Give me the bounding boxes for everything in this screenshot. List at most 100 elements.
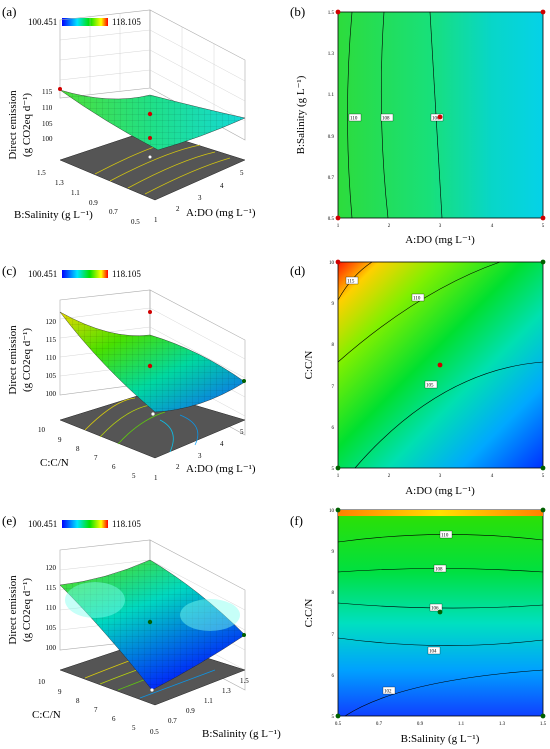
x-tick-c-1: 2 <box>176 463 180 471</box>
y-label-c: C:C/N <box>40 457 69 469</box>
x-tick-c-2: 3 <box>198 452 202 460</box>
y-tick-f-2: 7 <box>332 633 335 638</box>
z-label-c: Direct emission <box>7 325 19 395</box>
contour-label-d-0: 115 <box>347 280 355 285</box>
contour-label-d-2: 105 <box>426 384 434 389</box>
colorbar-a <box>62 18 108 26</box>
y-tick-a-0: 0.5 <box>131 218 140 226</box>
panel-e: (e) 100.451 118.105 100 105 110 115 <box>2 513 281 740</box>
y-tick-f-1: 6 <box>332 674 335 679</box>
x-tick-f-5: 1.5 <box>540 722 547 727</box>
z-label-e-2: (g CO2eq d⁻¹) <box>21 578 33 642</box>
y-tick-d-2: 7 <box>332 385 335 390</box>
y-tick-f-4: 9 <box>332 550 335 555</box>
x-label-d: A:DO (mg L⁻¹) <box>405 485 475 497</box>
y-tick-b-3: 1.1 <box>328 93 335 98</box>
y-tick-c-5: 10 <box>38 426 46 434</box>
panel-label-c: (c) <box>2 263 16 278</box>
panel-b: (b) 110 108 106 0.5 0.7 0.9 1.1 1.3 1.5 <box>290 4 546 246</box>
x-label-a: A:DO (mg L⁻¹) <box>186 207 256 219</box>
colorbar-max-a: 118.105 <box>112 17 141 27</box>
x-tick-d-3: 4 <box>491 474 494 479</box>
contour-line-d-2 <box>354 361 544 469</box>
x-label-c: A:DO (mg L⁻¹) <box>186 463 256 475</box>
colorbar-min-a: 100.451 <box>28 17 57 27</box>
contour-label-f-1: 108 <box>435 568 443 573</box>
contour-label-f-0: 110 <box>441 534 449 539</box>
y-tick-f-3: 8 <box>332 591 335 596</box>
y-tick-e-0: 5 <box>132 724 136 732</box>
x-label-f: B:Salinity (g L⁻¹) <box>401 733 480 745</box>
panel-label-e: (e) <box>2 513 16 528</box>
x-label-e: B:Salinity (g L⁻¹) <box>202 728 281 740</box>
colorbar-e <box>62 520 108 528</box>
y-tick-e-1: 6 <box>112 715 116 723</box>
x-tick-e-0: 0.5 <box>150 728 159 736</box>
y-tick-d-1: 6 <box>332 426 335 431</box>
panel-a: (a) 100.451 118.105 100 105 110 115 Di <box>2 4 256 226</box>
x-tick-e-3: 1.1 <box>204 697 213 705</box>
z-tick-e-0: 100 <box>46 644 57 652</box>
x-tick-a-0: 1 <box>154 216 158 224</box>
x-tick-f-4: 1.3 <box>499 722 506 727</box>
z-tick-c-3: 115 <box>46 336 57 344</box>
x-tick-b-0: 1 <box>337 224 340 229</box>
x-tick-a-1: 2 <box>176 205 180 213</box>
z-label-c-2: (g CO2eq d⁻¹) <box>21 328 33 392</box>
z-tick-a-0: 100 <box>42 135 53 143</box>
y-label-b: B:Salinity (g L⁻¹) <box>295 75 307 154</box>
contour-line-f-3 <box>337 637 544 646</box>
y-tick-b-0: 0.5 <box>328 217 335 222</box>
colorbar-min-e: 100.451 <box>28 519 57 529</box>
contour-label-b-0: 110 <box>350 117 358 122</box>
x-tick-e-2: 0.9 <box>186 707 195 715</box>
colorbar-c <box>62 270 108 278</box>
x-tick-a-4: 5 <box>240 169 244 177</box>
z-tick-e-1: 105 <box>46 624 57 632</box>
x-tick-c-0: 1 <box>154 474 158 482</box>
x-tick-f-0: 0.5 <box>335 722 342 727</box>
colorbar-max-e: 118.105 <box>112 519 141 529</box>
panel-d: (d) 115 110 105 5 6 7 8 9 10 1 <box>290 259 546 497</box>
z-label-e: Direct emission <box>7 575 19 645</box>
y-tick-b-1: 0.7 <box>328 176 335 181</box>
y-tick-c-1: 6 <box>112 463 116 471</box>
contour-label-b-2: 106 <box>432 117 440 122</box>
contour-line-f-4 <box>344 669 544 717</box>
z-label-a-2: (g CO2eq d⁻¹) <box>21 93 33 157</box>
y-tick-c-0: 5 <box>132 472 136 480</box>
contour-label-f-4: 102 <box>384 690 392 695</box>
contour-label-b-1: 108 <box>382 117 390 122</box>
x-tick-d-0: 1 <box>337 474 340 479</box>
y-label-e: C:C/N <box>32 709 61 721</box>
y-tick-e-2: 7 <box>94 706 98 714</box>
y-tick-d-4: 9 <box>332 302 335 307</box>
z-tick-c-1: 105 <box>46 372 57 380</box>
colorbar-min-c: 100.451 <box>28 269 57 279</box>
y-tick-c-2: 7 <box>94 454 98 462</box>
y-tick-b-2: 0.9 <box>328 135 335 140</box>
z-tick-e-2: 110 <box>46 604 57 612</box>
x-tick-b-3: 4 <box>491 224 494 229</box>
z-tick-a-3: 115 <box>42 88 53 96</box>
y-tick-b-5: 1.5 <box>328 11 335 16</box>
panel-label-f: (f) <box>290 513 303 528</box>
x-label-b: A:DO (mg L⁻¹) <box>405 234 475 246</box>
y-label-f: C:C/N <box>303 599 315 628</box>
y-tick-e-3: 8 <box>76 697 80 705</box>
y-tick-e-5: 10 <box>38 678 46 686</box>
y-tick-f-5: 10 <box>329 509 335 514</box>
y-tick-c-3: 8 <box>76 445 80 453</box>
y-tick-a-4: 1.3 <box>55 179 64 187</box>
y-tick-d-3: 8 <box>332 343 335 348</box>
panel-label-b: (b) <box>290 4 305 19</box>
contour-line-b-0 <box>347 11 353 219</box>
x-tick-e-5: 1.5 <box>240 677 249 685</box>
z-tick-e-4: 120 <box>46 564 57 572</box>
x-tick-e-1: 0.7 <box>168 717 177 725</box>
y-tick-e-4: 9 <box>58 688 62 696</box>
y-tick-f-0: 5 <box>332 715 335 720</box>
z-tick-a-1: 105 <box>42 120 53 128</box>
z-tick-c-4: 120 <box>46 318 57 326</box>
